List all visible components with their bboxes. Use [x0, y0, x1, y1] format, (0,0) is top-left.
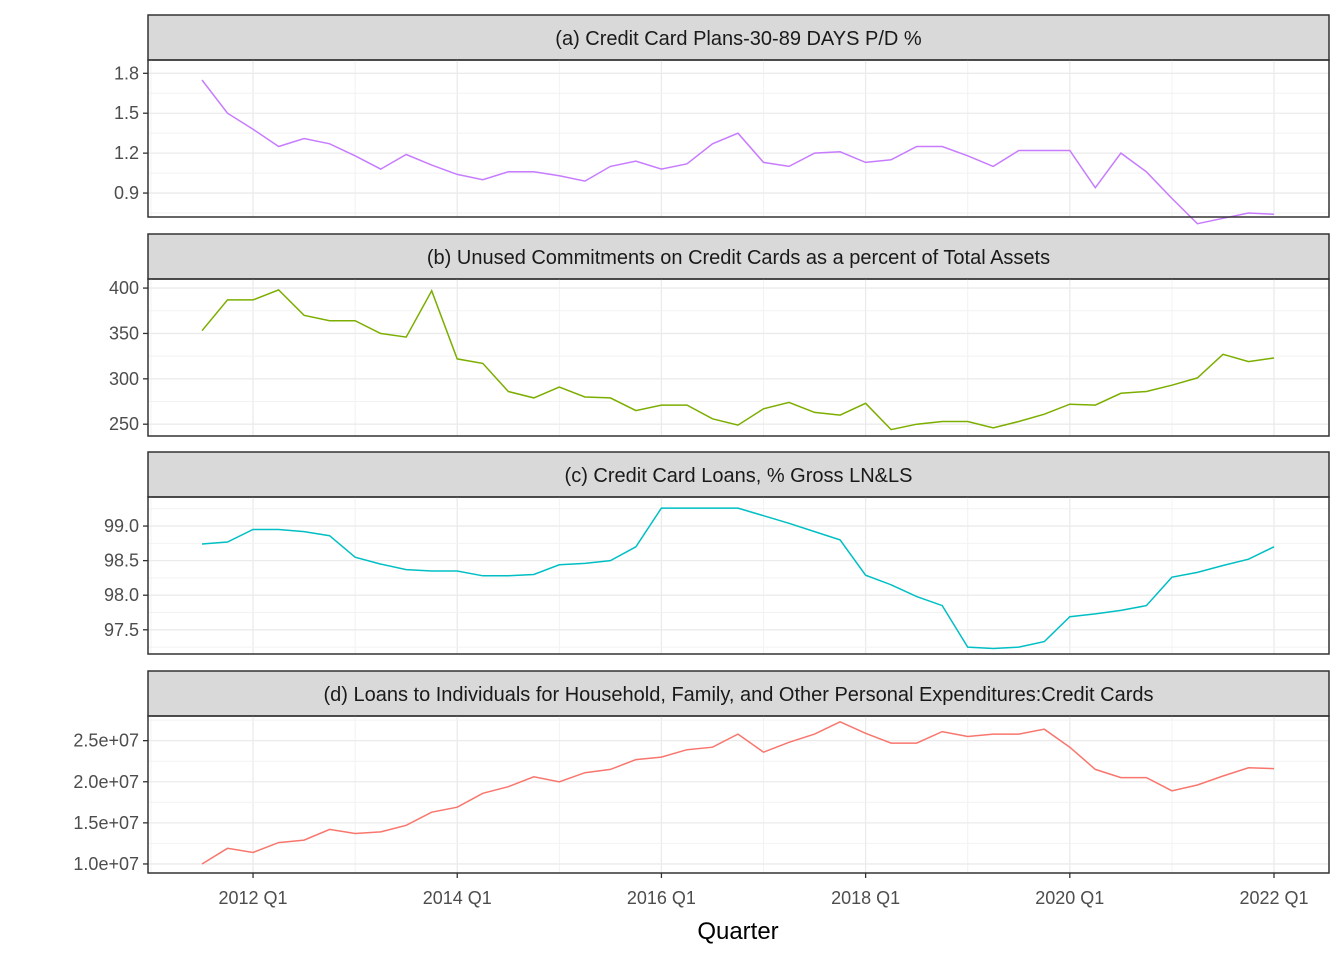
panel-b-y-tick-label: 400 [109, 278, 139, 298]
panel-d-gridlines [148, 716, 1329, 873]
panel-b-border [147, 278, 1330, 437]
panel-b-title: (b) Unused Commitments on Credit Cards a… [427, 247, 1050, 269]
panel-a-y-tick-label: 1.8 [114, 63, 139, 83]
panel-d: (d) Loans to Individuals for Household, … [73, 670, 1330, 874]
panel-a-y-tick-label: 1.5 [114, 103, 139, 123]
x-tick-label: 2016 Q1 [627, 888, 696, 908]
panel-c-y-ticks: 97.5 98.0 98.5 99.0 [104, 516, 148, 640]
panel-c-gridlines [148, 497, 1329, 654]
panel-d-border [147, 715, 1330, 874]
panel-d-y-tick-label: 2.0e+07 [73, 772, 139, 792]
panel-b-y-tick-label: 350 [109, 323, 139, 343]
panel-c-title: (c) Credit Card Loans, % Gross LN&LS [565, 465, 913, 487]
panel-c-y-tick-label: 98.5 [104, 551, 139, 571]
panel-b-series-line [201, 289, 1275, 431]
panel-b: (b) Unused Commitments on Credit Cards a… [109, 233, 1330, 437]
panel-c-y-tick-label: 98.0 [104, 585, 139, 605]
x-axis-ticks: 2012 Q1 2014 Q1 2016 Q1 2018 Q1 2020 Q1 2022 … [219, 873, 1309, 908]
panel-b-y-tick-label: 250 [109, 414, 139, 434]
panel-b-y-ticks: 250 300 350 400 [109, 278, 148, 434]
panel-c-series-line [201, 507, 1275, 650]
panel-c-border [147, 496, 1330, 655]
panel-b-y-tick-label: 300 [109, 369, 139, 389]
panel-a-series-line [201, 79, 1275, 225]
panel-d-title: (d) Loans to Individuals for Household, … [323, 684, 1153, 706]
x-tick-label: 2012 Q1 [219, 888, 288, 908]
panel-d-series-line [201, 720, 1275, 865]
panel-b-gridlines [148, 279, 1329, 436]
panel-d-y-tick-label: 2.5e+07 [73, 731, 139, 751]
panel-c-y-tick-label: 97.5 [104, 620, 139, 640]
panel-a-y-ticks: 0.9 1.2 1.5 1.8 [114, 63, 148, 203]
panel-a-strip [147, 14, 1330, 61]
panel-d-y-ticks: 1.0e+07 1.5e+07 2.0e+07 2.5e+07 [73, 731, 148, 874]
panel-a-y-tick-label: 0.9 [114, 183, 139, 203]
panel-a: (a) Credit Card Plans-30-89 DAYS P/D % 0… [114, 14, 1330, 225]
panel-a-title: (a) Credit Card Plans-30-89 DAYS P/D % [555, 28, 922, 50]
panel-b-strip [147, 233, 1330, 280]
x-tick-label: 2014 Q1 [423, 888, 492, 908]
panel-a-gridlines [148, 60, 1329, 217]
panel-c-y-tick-label: 99.0 [104, 516, 139, 536]
x-tick-label: 2018 Q1 [831, 888, 900, 908]
panel-c-strip [147, 451, 1330, 498]
panel-a-border [147, 59, 1330, 218]
panel-a-y-tick-label: 1.2 [114, 143, 139, 163]
panel-d-y-tick-label: 1.0e+07 [73, 854, 139, 874]
x-tick-label: 2022 Q1 [1239, 888, 1308, 908]
x-axis-title: Quarter [697, 918, 778, 945]
panel-d-strip [147, 670, 1330, 717]
panel-c: (c) Credit Card Loans, % Gross LN&LS 97.… [104, 451, 1330, 655]
panel-d-y-tick-label: 1.5e+07 [73, 813, 139, 833]
x-tick-label: 2020 Q1 [1035, 888, 1104, 908]
